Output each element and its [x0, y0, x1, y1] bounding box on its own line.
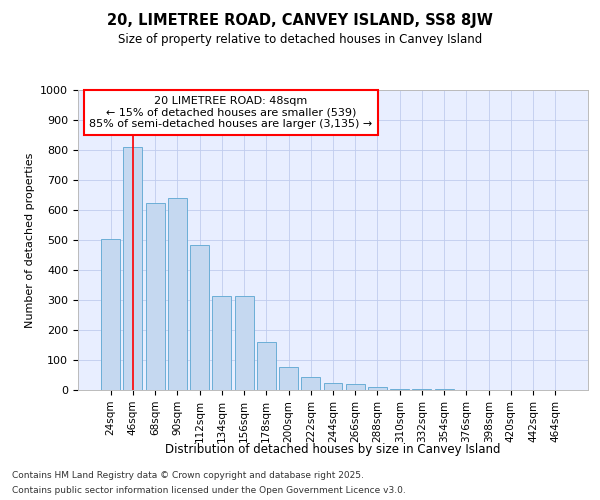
Bar — [168, 198, 187, 390]
Text: Contains public sector information licensed under the Open Government Licence v3: Contains public sector information licen… — [12, 486, 406, 495]
Bar — [346, 384, 365, 390]
Bar — [412, 389, 431, 390]
Bar — [146, 202, 164, 390]
Text: 20 LIMETREE ROAD: 48sqm
← 15% of detached houses are smaller (539)
85% of semi-d: 20 LIMETREE ROAD: 48sqm ← 15% of detache… — [89, 96, 373, 129]
Bar — [323, 382, 343, 390]
Bar — [235, 296, 254, 390]
Bar — [101, 238, 120, 390]
Bar — [279, 366, 298, 390]
Bar — [390, 389, 409, 390]
Bar — [212, 296, 231, 390]
Bar — [124, 147, 142, 390]
Bar — [257, 342, 276, 390]
Y-axis label: Number of detached properties: Number of detached properties — [25, 152, 35, 328]
Text: Distribution of detached houses by size in Canvey Island: Distribution of detached houses by size … — [165, 442, 501, 456]
Bar — [301, 376, 320, 390]
Text: Size of property relative to detached houses in Canvey Island: Size of property relative to detached ho… — [118, 32, 482, 46]
Bar — [368, 387, 387, 390]
Text: Contains HM Land Registry data © Crown copyright and database right 2025.: Contains HM Land Registry data © Crown c… — [12, 471, 364, 480]
Bar — [190, 244, 209, 390]
Text: 20, LIMETREE ROAD, CANVEY ISLAND, SS8 8JW: 20, LIMETREE ROAD, CANVEY ISLAND, SS8 8J… — [107, 12, 493, 28]
